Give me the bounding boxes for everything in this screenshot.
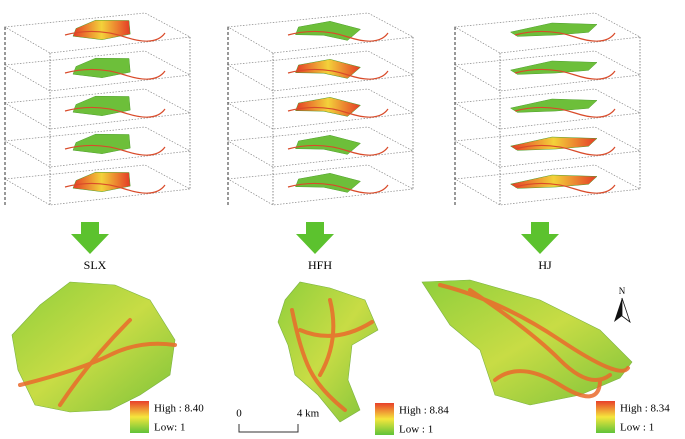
legend-low: Low : 1 <box>620 422 654 434</box>
layer-map <box>509 174 598 189</box>
legend-ramp <box>375 403 394 435</box>
layer-map <box>72 171 131 192</box>
legend-ramp <box>596 401 615 433</box>
panel-label: HJ <box>538 258 552 272</box>
layer-plane <box>3 50 192 92</box>
panel-label: SLX <box>84 258 107 272</box>
layer-plane <box>226 164 415 206</box>
north-arrow <box>614 298 622 322</box>
scale-start: 0 <box>236 408 242 420</box>
scale-end: 4 km <box>297 408 320 420</box>
layer-feature <box>514 106 616 118</box>
down-arrow <box>296 222 334 254</box>
layer-feature <box>64 30 166 42</box>
legend-low: Low : 1 <box>399 424 433 436</box>
layer-map <box>72 95 131 116</box>
layer-feature <box>287 144 389 156</box>
layer-feature <box>64 106 166 118</box>
legend-high: High : 8.40 <box>154 403 204 415</box>
layer-feature <box>514 68 616 80</box>
layer-plane <box>3 12 192 54</box>
panel-label: HFH <box>308 258 332 272</box>
layer-plane <box>453 50 642 92</box>
down-arrow <box>71 222 109 254</box>
layer-feature <box>514 30 616 42</box>
layer-feature <box>64 144 166 156</box>
layer-stack <box>453 12 642 206</box>
layer-feature <box>514 144 616 156</box>
legend-high: High : 8.34 <box>620 403 670 415</box>
layer-stack <box>3 12 192 206</box>
down-arrow <box>521 222 559 254</box>
layer-map <box>509 136 598 151</box>
layer-plane <box>3 164 192 206</box>
layer-feature <box>64 182 166 194</box>
layer-feature <box>64 68 166 80</box>
layer-feature <box>514 182 616 194</box>
hotspot-corridor <box>290 298 374 412</box>
layer-plane <box>453 164 642 206</box>
layer-plane <box>226 126 415 168</box>
layer-feature <box>287 182 389 194</box>
layer-plane <box>453 126 642 168</box>
layer-plane <box>226 88 415 130</box>
layer-plane <box>226 50 415 92</box>
layer-map <box>72 57 131 78</box>
legend-ramp <box>130 401 149 433</box>
layer-map <box>509 22 598 37</box>
hotspot-corridor <box>18 318 177 407</box>
layer-map <box>72 133 131 154</box>
north-label: N <box>619 286 626 296</box>
north-arrow <box>621 297 631 324</box>
result-maps <box>11 279 633 423</box>
layer-plane <box>226 12 415 54</box>
legend-low: Low: 1 <box>154 422 185 434</box>
layer-stack <box>226 12 415 206</box>
layer-map <box>72 19 131 40</box>
scale-bar <box>238 424 299 433</box>
layer-feature <box>287 30 389 42</box>
legend-high: High : 8.84 <box>399 405 449 417</box>
layer-plane <box>453 12 642 54</box>
layer-map <box>509 60 598 75</box>
layer-feature <box>287 106 389 118</box>
hotspot-corridor <box>438 283 630 399</box>
layer-map <box>509 98 598 113</box>
layer-stacks <box>3 12 642 254</box>
layer-plane <box>3 88 192 130</box>
layer-plane <box>3 126 192 168</box>
layer-feature <box>287 68 389 80</box>
layer-plane <box>453 88 642 130</box>
region-map <box>11 281 176 413</box>
